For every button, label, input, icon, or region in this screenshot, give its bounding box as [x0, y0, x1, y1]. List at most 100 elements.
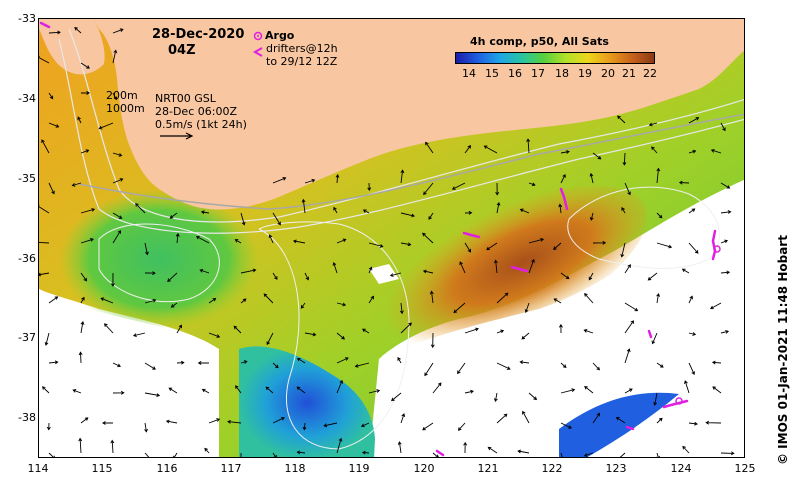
current-vector-arrow	[272, 416, 285, 424]
current-vector-arrow	[272, 272, 278, 280]
current-vector-arrow	[135, 203, 146, 214]
current-vector-arrow	[208, 298, 217, 304]
sla-contour-3	[567, 186, 720, 269]
sla-contour-2	[98, 223, 220, 303]
colorbar-tick: 17	[531, 67, 545, 80]
current-vector-arrow	[144, 271, 156, 276]
current-vector-arrow	[400, 169, 405, 184]
current-vector-arrow	[300, 302, 306, 309]
current-vector-arrow	[112, 92, 118, 101]
current-vector-arrow	[44, 332, 50, 346]
current-vector-arrow	[656, 452, 660, 457]
current-vector-arrow	[496, 413, 508, 424]
current-vector-arrow	[302, 422, 307, 431]
current-vector-arrow	[688, 362, 695, 375]
current-vector-arrow	[621, 207, 626, 214]
current-vector-arrow	[493, 392, 498, 402]
current-vector-arrow	[720, 182, 731, 189]
sst-map[interactable]	[38, 18, 745, 458]
colorbar-tick: 20	[601, 67, 615, 80]
argo-legend-label: Argo	[265, 29, 295, 42]
current-vector-arrow	[720, 210, 732, 214]
current-vector-arrow	[48, 296, 59, 304]
current-vector-arrow	[681, 268, 690, 274]
current-vector-arrow	[335, 174, 340, 184]
current-vector-arrow	[432, 452, 439, 457]
current-vector-arrow	[487, 446, 498, 454]
current-vector-arrow	[528, 392, 538, 401]
current-vector-arrow	[235, 385, 242, 394]
current-vector-arrow	[648, 122, 658, 127]
current-vector-arrow	[425, 141, 434, 154]
current-vector-arrow	[144, 362, 156, 370]
current-vector-arrow	[144, 452, 150, 457]
current-vector-arrow	[292, 239, 306, 244]
current-vector-arrow	[558, 203, 563, 214]
current-vector-arrow	[72, 389, 82, 394]
current-vector-arrow	[48, 452, 55, 457]
current-vector-arrow	[528, 258, 535, 274]
current-vector-arrow	[41, 139, 50, 154]
current-vector-arrow	[112, 230, 121, 244]
current-vector-arrow	[362, 209, 370, 214]
lat-tick: -34	[18, 92, 36, 105]
isobath-1000m	[58, 38, 744, 234]
current-vector-arrow	[688, 117, 700, 124]
lon-tick: 118	[284, 462, 306, 475]
current-vector-arrow	[429, 290, 434, 304]
current-vector-arrow	[234, 239, 242, 244]
current-vector-arrow	[651, 146, 658, 154]
current-vector-arrow	[199, 268, 210, 274]
current-vector-arrow	[172, 452, 178, 457]
current-vector-arrow	[464, 145, 472, 154]
current-vector-arrow	[169, 212, 178, 219]
argo-floats	[675, 245, 721, 405]
current-vector-arrow	[464, 327, 479, 334]
current-vector-arrow	[463, 441, 468, 454]
current-vector-arrow	[688, 242, 699, 254]
current-vector-arrow	[296, 450, 306, 455]
current-vector-arrow	[422, 269, 434, 274]
current-vector-arrow	[619, 452, 626, 457]
current-vector-arrow	[80, 62, 90, 69]
lon-tick: 124	[670, 462, 692, 475]
current-vector-arrow	[624, 388, 633, 394]
current-vector-arrow	[464, 210, 473, 215]
current-vector-arrow	[74, 27, 82, 34]
current-vector-arrow	[583, 452, 594, 457]
current-vector-arrow	[656, 417, 663, 424]
current-vector-arrow	[98, 122, 114, 130]
map-date: 28-Dec-2020	[152, 27, 245, 42]
current-vector-arrow	[112, 212, 123, 219]
lon-tick: 117	[220, 462, 242, 475]
current-vector-arrow	[656, 167, 661, 184]
lon-tick: 116	[156, 462, 178, 475]
current-vector-arrow	[46, 422, 51, 431]
vector-scale-arrow	[160, 132, 194, 140]
colorbar-tick: 18	[555, 67, 569, 80]
current-vector-arrow	[360, 422, 370, 428]
current-vector-arrow	[617, 115, 626, 124]
current-vector-arrow	[720, 239, 729, 244]
current-vector-arrow	[80, 238, 94, 244]
current-vector-arrow	[80, 417, 89, 424]
current-vector-arrow	[720, 122, 726, 132]
current-vector-arrow	[144, 392, 161, 398]
current-vector-arrow	[656, 293, 661, 304]
current-vector-arrow	[175, 232, 180, 244]
lon-tick: 123	[605, 462, 627, 475]
current-vector-arrow	[496, 362, 511, 370]
current-vector-arrow	[624, 264, 631, 274]
current-vector-arrow	[560, 272, 570, 280]
current-vector-arrow	[526, 138, 531, 154]
current-vector-arrow	[711, 360, 722, 365]
lon-tick: 122	[541, 462, 563, 475]
current-vector-arrow	[110, 439, 115, 454]
current-vector-arrow	[227, 419, 242, 424]
lon-tick: 115	[91, 462, 113, 475]
current-vector-arrow	[272, 212, 281, 226]
current-vector-arrow	[496, 329, 505, 334]
current-vector-arrow	[41, 386, 50, 394]
current-vector-arrow	[296, 386, 306, 394]
current-vector-arrow	[656, 212, 663, 219]
